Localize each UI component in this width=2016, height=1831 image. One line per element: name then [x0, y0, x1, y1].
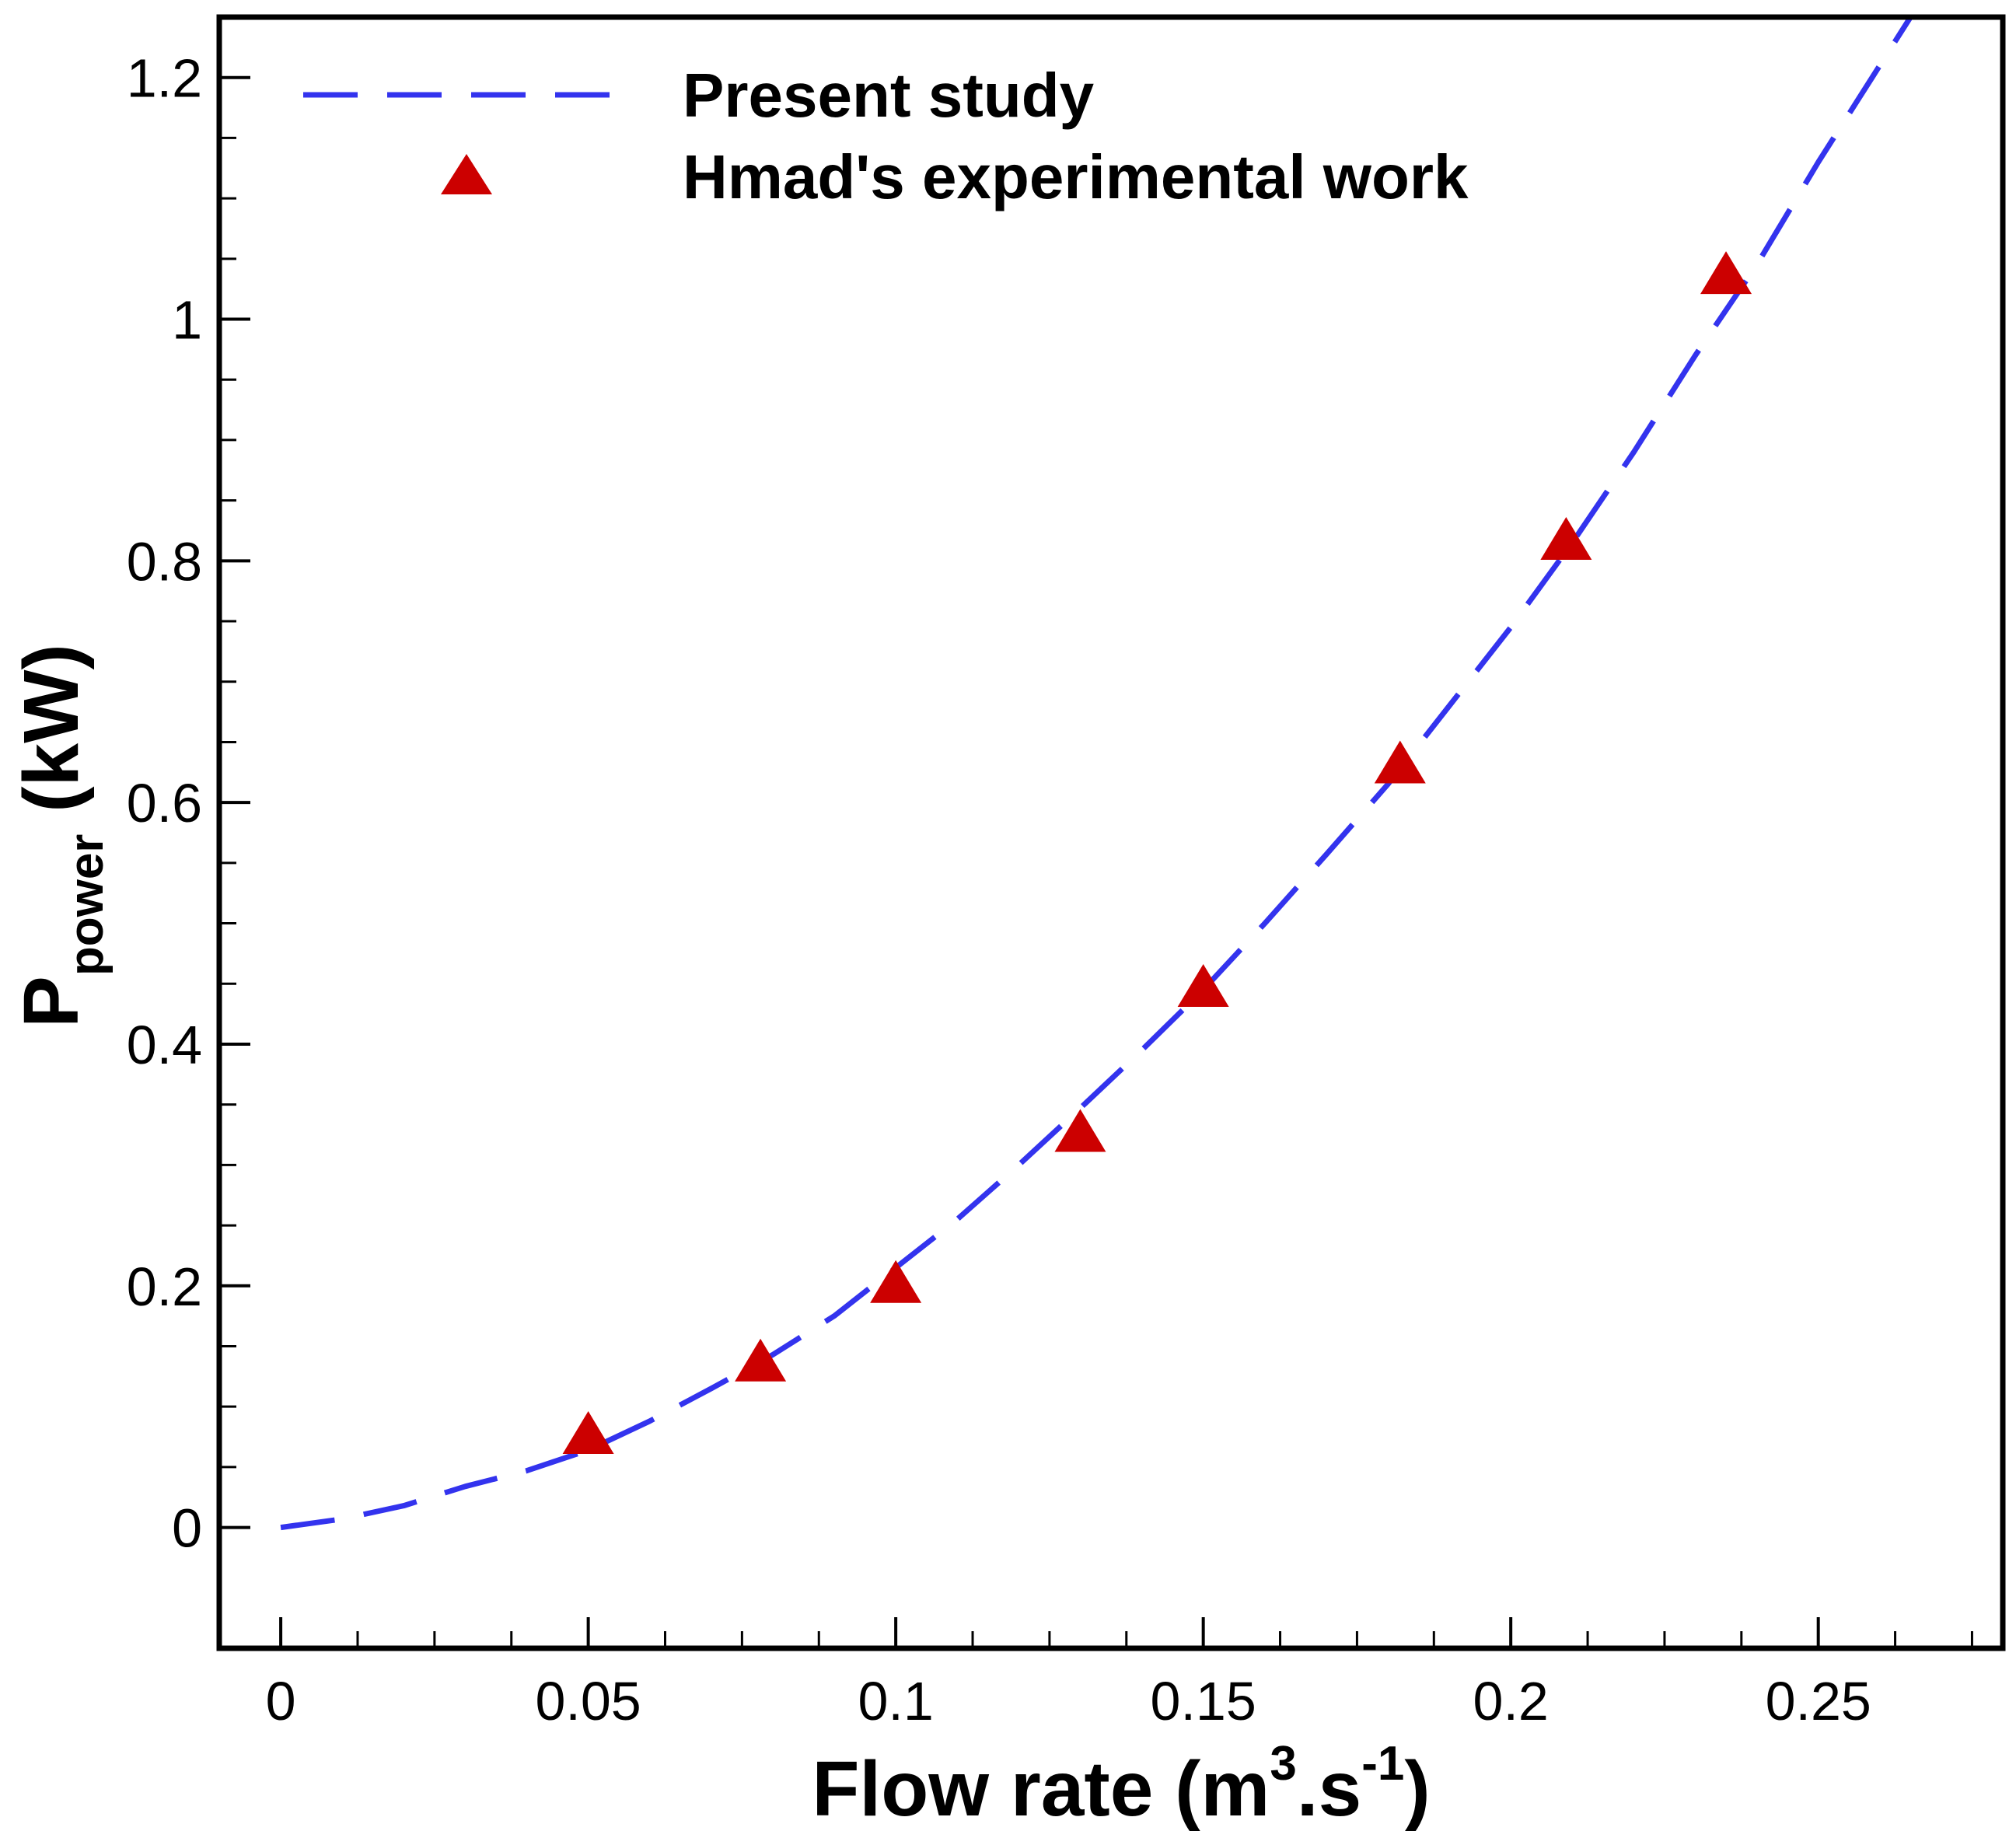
experimental-point [870, 1260, 922, 1303]
y-tick-label: 0 [172, 1498, 202, 1559]
series-layer [280, 17, 1914, 1531]
legend-marker-experimental [441, 154, 492, 194]
x-tick-label: 0 [266, 1671, 296, 1731]
experimental-point [562, 1411, 614, 1455]
y-tick-label: 0.4 [127, 1015, 202, 1075]
y-tick-label: 0.8 [127, 531, 202, 592]
y-tick-label: 0.6 [127, 773, 202, 833]
x-tick-label: 0.25 [1766, 1671, 1871, 1731]
plot-frame [216, 14, 2006, 1651]
x-axis-title-end: ) [1404, 1745, 1430, 1831]
x-tick-label: 0.05 [535, 1671, 641, 1731]
y-tick-label: 0.2 [127, 1256, 202, 1317]
y-axis-title-main: P [8, 976, 95, 1028]
x-axis-title-main: Flow rate (m [812, 1745, 1270, 1831]
present-study-curve [280, 17, 1914, 1531]
x-tick-label: 0.2 [1473, 1671, 1549, 1731]
ticks-layer [219, 16, 1973, 1648]
experimental-point [1054, 1109, 1106, 1152]
x-tick-label: 0.1 [858, 1671, 933, 1731]
experimental-point [1374, 740, 1426, 784]
x-axis-title-sup1: 3 [1270, 1737, 1296, 1791]
y-axis-title-unit: (kW) [8, 644, 95, 833]
legend-label-present-study: Present study [683, 61, 1095, 130]
experimental-point [735, 1338, 787, 1382]
tick-labels-layer: 0 0.05 0.1 0.15 0.2 0.25 0 0.2 0.4 0.6 0.8 1 1.2 [127, 48, 1871, 1731]
legend-label-experimental: Hmad's experimental work [683, 142, 1469, 211]
x-axis-title-sup2: -1 [1361, 1737, 1404, 1791]
y-tick-label: 1 [172, 290, 202, 351]
x-axis-title: Flow rate (m3.s-1) [812, 1737, 1430, 1831]
experimental-point [1700, 251, 1752, 295]
x-axis-title-mid: .s [1297, 1745, 1361, 1831]
y-tick-label: 1.2 [127, 48, 202, 109]
y-axis-title: Ppower (kW) [8, 644, 114, 1028]
y-axis-title-sub: power [60, 834, 114, 977]
series-group [280, 17, 1914, 1531]
experimental-point [1540, 517, 1592, 561]
x-tick-label: 0.15 [1151, 1671, 1256, 1731]
legend: Present study Hmad's experimental work [303, 61, 1469, 211]
experimental-point [1177, 964, 1229, 1008]
